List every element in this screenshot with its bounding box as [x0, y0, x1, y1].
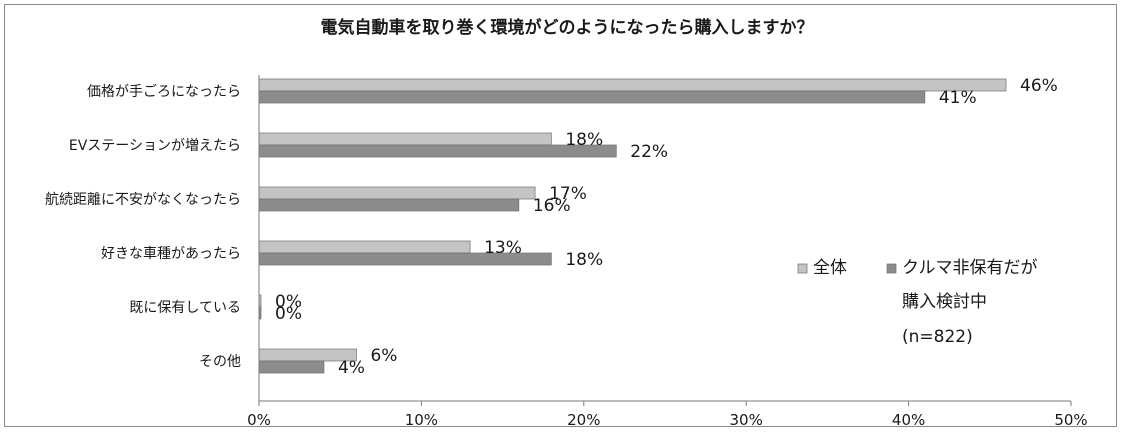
category-label: 価格が手ごろになったら — [87, 84, 241, 100]
category-label: EVステーションが増えたら — [69, 138, 241, 154]
value-label: 6% — [370, 346, 397, 366]
x-tick-label: 30% — [730, 411, 763, 428]
x-tick-label: 40% — [892, 411, 925, 428]
legend-note-line-1: 購入検討中 — [902, 292, 987, 312]
x-tick-label: 50% — [1054, 411, 1087, 428]
category-label: 好きな車種があったら — [101, 245, 241, 262]
value-label: 18% — [565, 250, 603, 270]
value-label: 18% — [565, 130, 603, 150]
value-label: 4% — [338, 358, 365, 378]
value-label: 0% — [275, 292, 302, 312]
legend: 全体 クルマ非保有だが 購入検討中 (n=822) — [797, 258, 1038, 347]
value-label: 0% — [275, 304, 302, 324]
value-label: 16% — [533, 196, 571, 216]
chart-frame: 電気自動車を取り巻く環境がどのようになったら購入しますか？ 価格が手ごろになった… — [4, 4, 1117, 428]
bars-group — [258, 78, 1007, 374]
value-label: 22% — [630, 142, 668, 162]
bar-prospect — [258, 144, 617, 158]
value-label: 41% — [939, 88, 977, 108]
bar-prospect — [258, 90, 926, 104]
bar-all — [258, 240, 471, 254]
bar-all — [258, 186, 536, 200]
bar-all — [258, 132, 552, 146]
legend-swatch-all — [797, 263, 808, 274]
chart-title: 電気自動車を取り巻く環境がどのようになったら購入しますか？ — [321, 17, 814, 38]
value-label: 13% — [484, 238, 522, 258]
bar-prospect — [258, 198, 520, 212]
category-labels: 価格が手ごろになったら EVステーションが増えたら航続距離に不安がなくなったら好き… — [45, 84, 241, 370]
legend-note-line-2: (n=822) — [902, 327, 973, 347]
bar-chart: 電気自動車を取り巻く環境がどのようになったら購入しますか？ 価格が手ごろになった… — [45, 17, 1088, 428]
x-tick-label: 10% — [405, 411, 438, 428]
legend-label-prospect: クルマ非保有だが — [902, 258, 1038, 278]
category-label: 既に保有している — [129, 300, 241, 316]
value-labels: 46% 41% 18% 22% 17%16% 13% 18% 0%0% 6%4% — [275, 76, 1058, 378]
x-tick-label: 20% — [567, 411, 600, 428]
x-axis: 0% 10% 20% 30% 40% 50% — [247, 75, 1088, 428]
category-label: 航続距離に不安がなくなったら — [45, 191, 241, 208]
legend-swatch-prospect — [886, 263, 897, 274]
value-label: 46% — [1020, 76, 1058, 96]
value-label: 17% — [549, 184, 587, 204]
category-label: その他 — [199, 354, 241, 370]
legend-label-all: 全体 — [813, 258, 847, 278]
x-tick-label: 0% — [247, 411, 271, 428]
bar-prospect — [258, 360, 325, 374]
bar-all — [258, 78, 1007, 92]
